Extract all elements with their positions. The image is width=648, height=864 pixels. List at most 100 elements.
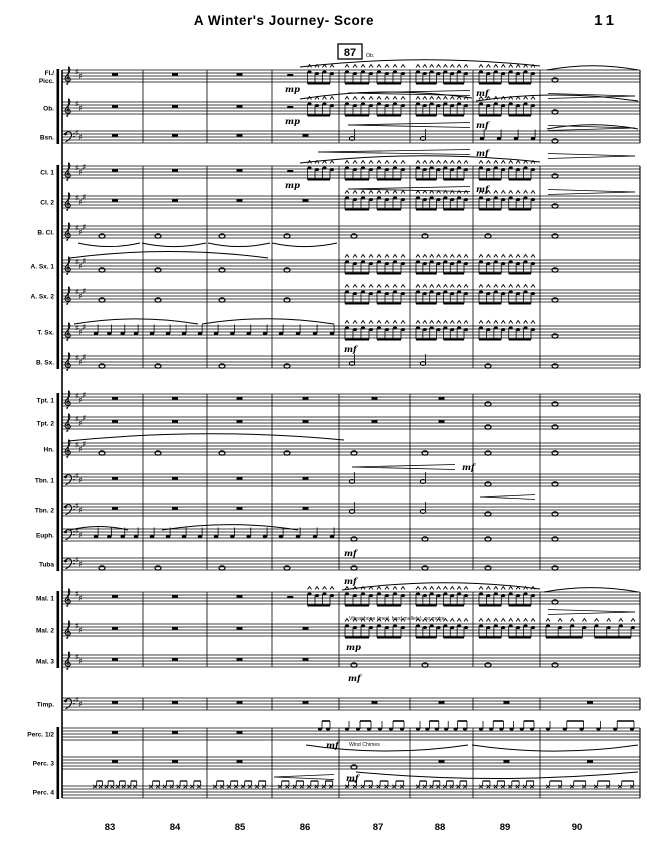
instrument-label: Mal. 3 — [36, 659, 54, 666]
staff-timp: Timp. ♯♯ — [37, 697, 640, 711]
svg-text:♯: ♯ — [75, 325, 79, 332]
svg-text:♯: ♯ — [75, 442, 79, 449]
svg-text:♯: ♯ — [79, 293, 83, 300]
dynamic-marking: mf — [344, 549, 358, 559]
dynamic-marking: mp — [285, 85, 300, 95]
svg-text:♯: ♯ — [82, 354, 86, 361]
svg-text:♯: ♯ — [75, 289, 79, 296]
svg-text:♯: ♯ — [79, 446, 83, 453]
instrument-label: Hn. — [44, 447, 55, 454]
svg-text:♯: ♯ — [75, 69, 79, 76]
measure-number: 83 — [105, 822, 116, 833]
annotations: Vibraphone (med. hard mallets), no motor… — [349, 616, 445, 748]
hairpins — [273, 90, 636, 780]
staff-bsx: B. Sx. ♯♯♯ — [36, 352, 640, 371]
svg-text:♯: ♯ — [75, 130, 79, 137]
svg-text:♯: ♯ — [82, 441, 86, 448]
instrument-label: Bsn. — [40, 135, 54, 142]
rehearsal-mark: 87 Ob. — [337, 43, 374, 60]
instrument-label: Perc. 3 — [33, 761, 55, 768]
measure-number: 84 — [170, 822, 181, 833]
svg-text:♯: ♯ — [82, 194, 86, 201]
measure-numbers: 83 84 85 86 87 88 89 90 — [105, 822, 583, 833]
dynamic-marking: mf — [476, 149, 490, 159]
staff-fl-picc: Fl./Picc. ♯♯ — [39, 63, 640, 85]
svg-text:♯: ♯ — [82, 224, 86, 231]
instrument-label: B. Sx. — [36, 360, 54, 367]
dynamic-marking: mp — [346, 643, 361, 653]
svg-text:♯: ♯ — [75, 528, 79, 535]
svg-text:♯: ♯ — [79, 420, 83, 427]
instrument-label: Timp. — [37, 702, 54, 709]
measure-number: 85 — [235, 822, 246, 833]
svg-text:♯: ♯ — [79, 595, 83, 602]
system-brackets — [56, 69, 60, 799]
svg-text:♯: ♯ — [75, 473, 79, 480]
svg-text:♯: ♯ — [79, 105, 83, 112]
svg-text:♯: ♯ — [79, 477, 83, 484]
dynamic-marking: mf — [462, 463, 476, 473]
svg-text:♯: ♯ — [75, 101, 79, 108]
svg-text:♯: ♯ — [75, 416, 79, 423]
staff-tpt1: Tpt. 1 ♯♯♯ — [37, 390, 640, 409]
dynamic-marking: mp — [285, 181, 300, 191]
staff-perc4: Perc. 4 — [33, 780, 640, 799]
dynamics: mp mp mp mp mf mf mf mf mf mf mf mf mf mf mf — [285, 85, 490, 784]
svg-text:♯: ♯ — [79, 359, 83, 366]
measure-number: 86 — [300, 822, 311, 833]
instrument-label: Tpt. 2 — [37, 421, 55, 428]
svg-text:♯: ♯ — [79, 329, 83, 336]
svg-text:♯: ♯ — [79, 134, 83, 141]
staff-cl1: Cl. 1 ♯♯♯ — [40, 159, 640, 181]
measure-number: 90 — [572, 822, 583, 833]
dynamic-marking: mf — [344, 345, 358, 355]
staff-perc3: Perc. 3 — [33, 756, 640, 770]
score-title: A Winter's Journey- Score — [193, 13, 375, 28]
svg-text:♯: ♯ — [79, 169, 83, 176]
svg-text:♯: ♯ — [79, 229, 83, 236]
staff-tsx: T. Sx. ♯♯♯ — [37, 319, 640, 341]
svg-text:♯: ♯ — [79, 658, 83, 665]
svg-text:♯: ♯ — [79, 701, 83, 708]
instrument-label: A. Sx. 2 — [31, 294, 55, 301]
instrument-label: T. Sx. — [37, 330, 54, 337]
svg-text:87: 87 — [344, 47, 356, 59]
instrument-label: Tbn. 1 — [35, 478, 55, 485]
svg-text:♯: ♯ — [75, 355, 79, 362]
svg-text:♯: ♯ — [79, 73, 83, 80]
dynamic-marking: mf — [476, 89, 490, 99]
svg-text:♯: ♯ — [75, 225, 79, 232]
measure-number: 88 — [435, 822, 446, 833]
dynamic-marking: mf — [476, 185, 490, 195]
staff-asx1: A. Sx. 1 ♯♯♯ — [31, 253, 640, 275]
instrument-annotation: Vibraphone (med. hard mallets), no motor — [349, 616, 445, 622]
measure-number: 87 — [373, 822, 384, 833]
dynamic-marking: mf — [476, 121, 490, 131]
svg-text:♯: ♯ — [82, 415, 86, 422]
svg-text:♯: ♯ — [75, 259, 79, 266]
staff-tbn1: Tbn. 1 ♯♯ — [35, 472, 640, 487]
instrument-label: Tbn. 2 — [35, 508, 55, 515]
slurs — [67, 59, 639, 779]
instrument-label: Euph. — [36, 533, 54, 540]
svg-text:♯: ♯ — [82, 258, 86, 265]
instrument-label: Tuba — [39, 562, 54, 569]
instrument-label: Ob. — [43, 106, 54, 113]
instrument-label: Mal. 1 — [36, 596, 54, 603]
svg-text:♯: ♯ — [79, 263, 83, 270]
svg-text:♯: ♯ — [82, 324, 86, 331]
staff-bsn: Bsn. ♯♯ — [40, 129, 640, 144]
dynamic-marking: mp — [285, 117, 300, 127]
staff-ob: Ob. ♯♯ — [43, 95, 640, 117]
svg-text:♯: ♯ — [75, 393, 79, 400]
svg-text:♯: ♯ — [79, 627, 83, 634]
svg-text:♯: ♯ — [75, 557, 79, 564]
staff-cl2: Cl. 2 ♯♯♯ — [40, 189, 640, 211]
barlines — [61, 70, 641, 798]
dynamic-marking: mf — [326, 741, 340, 751]
svg-text:♯: ♯ — [75, 654, 79, 661]
svg-text:♯: ♯ — [79, 561, 83, 568]
instrument-annotation: Wind Chimes — [349, 742, 380, 748]
dynamic-marking: mf — [346, 774, 360, 784]
